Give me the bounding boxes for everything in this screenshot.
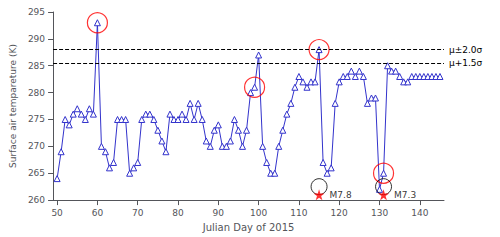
svg-text:Surface air tempareture (K): Surface air tempareture (K) [8, 44, 18, 168]
svg-text:275: 275 [28, 114, 45, 124]
svg-text:110: 110 [290, 208, 307, 218]
svg-text:M7.8: M7.8 [330, 190, 352, 200]
svg-text:280: 280 [28, 88, 45, 98]
svg-text:120: 120 [331, 208, 348, 218]
svg-text:μ+1.5σ: μ+1.5σ [449, 58, 483, 68]
svg-text:90: 90 [213, 208, 225, 218]
svg-text:270: 270 [28, 141, 45, 151]
svg-text:Julian Day of 2015: Julian Day of 2015 [202, 222, 295, 233]
svg-text:285: 285 [28, 61, 45, 71]
svg-text:50: 50 [51, 208, 63, 218]
svg-text:260: 260 [28, 195, 45, 205]
svg-text:M7.3: M7.3 [394, 190, 416, 200]
svg-text:130: 130 [371, 208, 388, 218]
svg-text:265: 265 [28, 168, 45, 178]
svg-text:100: 100 [250, 208, 267, 218]
svg-text:μ±2.0σ: μ±2.0σ [449, 45, 483, 55]
svg-text:70: 70 [132, 208, 144, 218]
svg-text:290: 290 [28, 34, 45, 44]
svg-text:80: 80 [172, 208, 184, 218]
svg-text:140: 140 [411, 208, 428, 218]
svg-text:295: 295 [28, 7, 45, 17]
svg-text:60: 60 [92, 208, 104, 218]
